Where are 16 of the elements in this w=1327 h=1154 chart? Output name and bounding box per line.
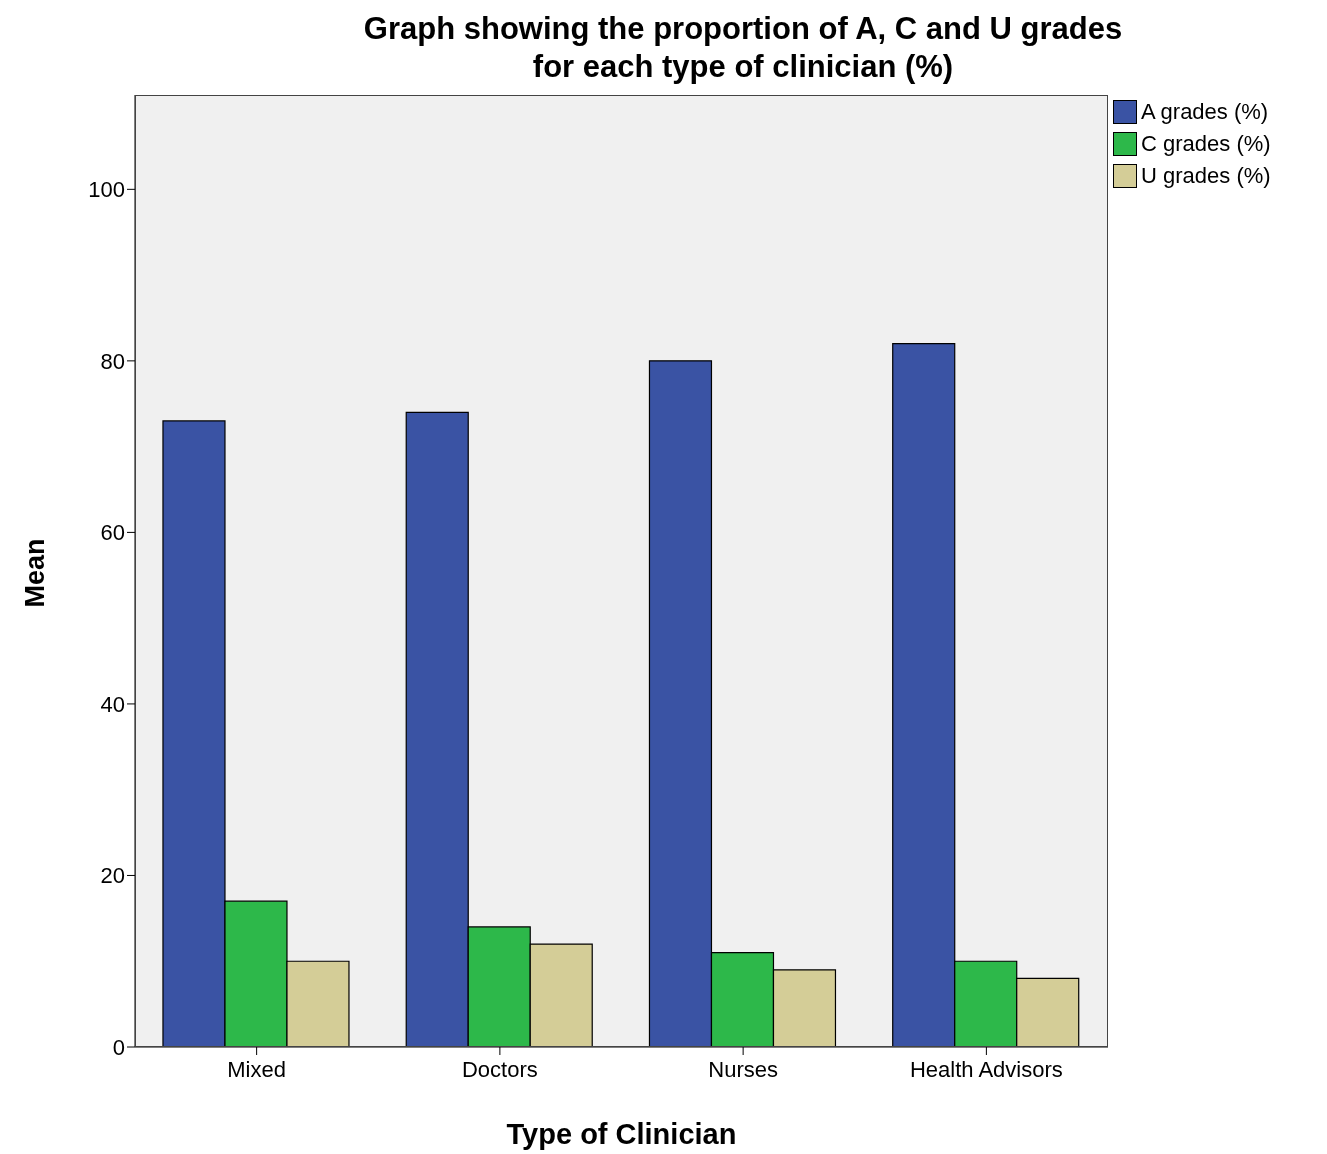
legend-label: U grades (%) — [1141, 162, 1271, 190]
x-axis-title: Type of Clinician — [505, 1118, 738, 1151]
x-tick-label: Nurses — [708, 1056, 778, 1082]
y-tick-label: 80 — [100, 348, 125, 374]
y-tick-label: 20 — [100, 863, 125, 889]
legend-label: C grades (%) — [1141, 130, 1271, 158]
x-tick-label: Health Advisors — [909, 1056, 1063, 1082]
y-axis-title: Mean — [19, 538, 51, 608]
x-tick-label: Doctors — [461, 1056, 538, 1082]
x-tick-label: Mixed — [227, 1056, 286, 1082]
legend-label: A grades (%) — [1141, 98, 1269, 126]
y-tick-label: 60 — [100, 520, 125, 546]
y-tick-label: 100 — [88, 177, 125, 203]
y-tick-label: 40 — [100, 691, 125, 717]
chart-title: Graph showing the proportion of A, C and U grades for each type of clinician (%) — [362, 10, 1124, 86]
y-tick-label: 0 — [112, 1034, 125, 1060]
